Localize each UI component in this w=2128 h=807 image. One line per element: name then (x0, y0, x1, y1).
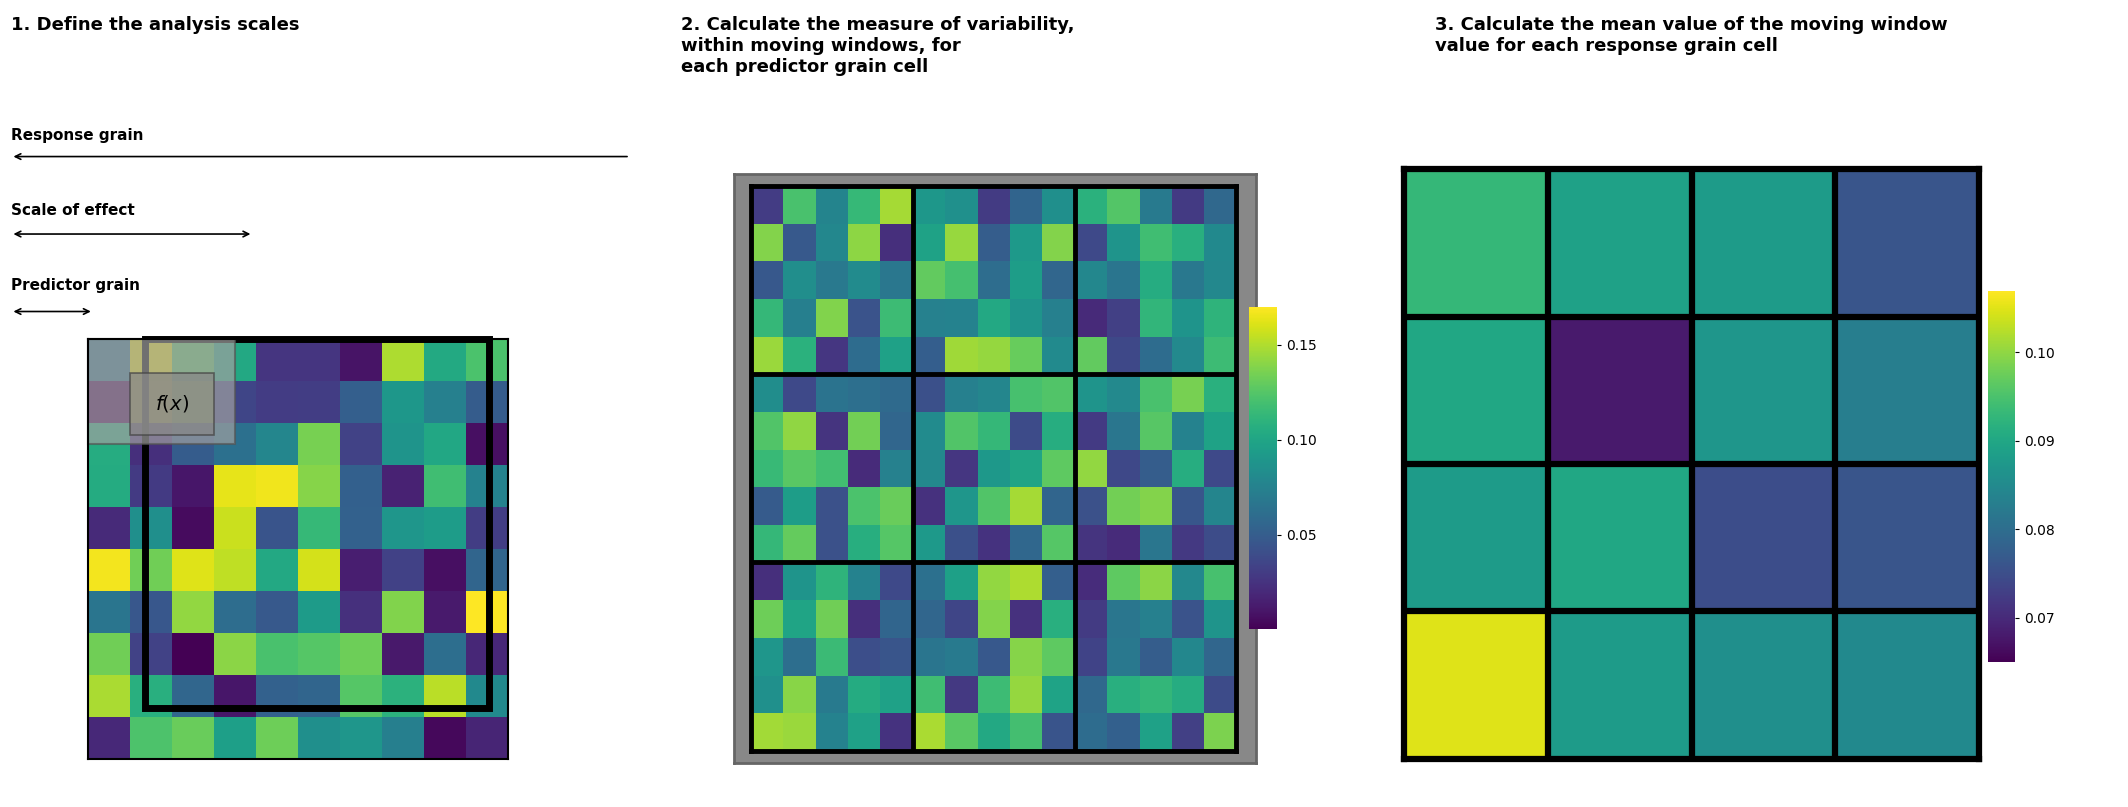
Text: Scale of effect: Scale of effect (11, 203, 134, 218)
Bar (130, 373, 215, 436)
Text: 2. Calculate the measure of variability,
within moving windows, for
each predict: 2. Calculate the measure of variability,… (681, 16, 1075, 76)
Bar (145, 339, 489, 709)
Text: 1. Define the analysis scales: 1. Define the analysis scales (11, 16, 300, 34)
Text: 3. Calculate the mean value of the moving window
value for each response grain c: 3. Calculate the mean value of the movin… (1434, 16, 1947, 55)
Text: $f(x)$: $f(x)$ (155, 394, 189, 415)
Text: Response grain: Response grain (11, 128, 143, 143)
Text: Predictor grain: Predictor grain (11, 278, 140, 293)
Bar (87, 339, 234, 444)
